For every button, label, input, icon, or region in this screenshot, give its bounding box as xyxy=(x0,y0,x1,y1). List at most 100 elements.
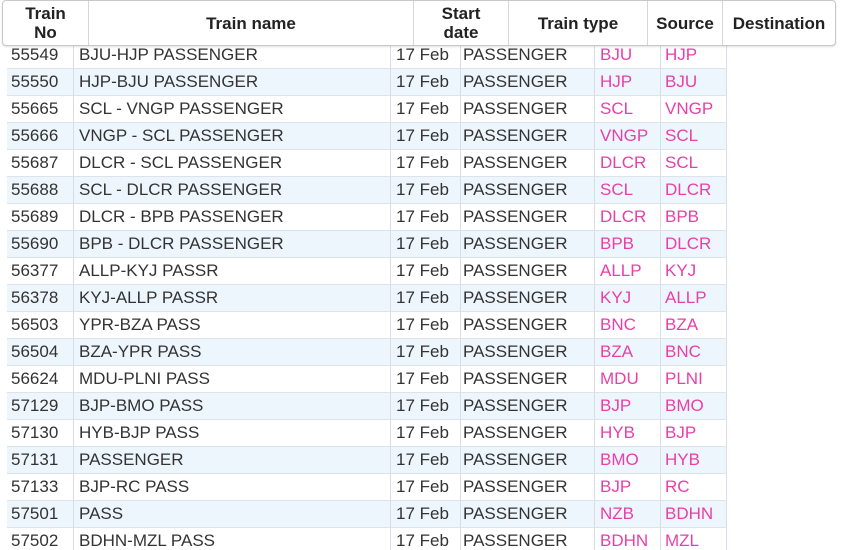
source-station-link[interactable]: SCL xyxy=(594,177,660,203)
train-name-cell: DLCR - BPB PASSENGER xyxy=(73,204,390,230)
destination-station-link[interactable]: DLCR xyxy=(660,231,727,257)
source-station-link[interactable]: BPB xyxy=(594,231,660,257)
destination-station-link[interactable]: BZA xyxy=(660,312,727,338)
column-header-train-name[interactable]: Train name xyxy=(89,1,414,45)
column-header-start-date-line2: date xyxy=(443,23,479,42)
train-no-cell: 55549 xyxy=(11,45,59,64)
table-row[interactable]: 57133 BJP-RC PASS 17 Feb PASSENGER BJP RC xyxy=(7,474,727,501)
source-station-link[interactable]: BDHN xyxy=(594,528,660,550)
train-name-cell: YPR-BZA PASS xyxy=(73,312,390,338)
source-station-link[interactable]: VNGP xyxy=(594,123,660,149)
column-header-destination[interactable]: Destination xyxy=(732,13,826,33)
table-row[interactable]: 56504 BZA-YPR PASS 17 Feb PASSENGER BZA BNC xyxy=(7,339,727,366)
source-station-link[interactable]: MDU xyxy=(594,366,660,392)
train-no-cell: 55550 xyxy=(11,72,59,91)
train-no-cell: 57129 xyxy=(11,396,59,415)
destination-station-link[interactable]: BMO xyxy=(660,393,727,419)
train-type-cell: PASSENGER xyxy=(460,420,594,446)
source-station-link[interactable]: KYJ xyxy=(594,285,660,311)
start-date-cell: 17 Feb xyxy=(390,501,460,527)
source-station-link[interactable]: DLCR xyxy=(594,150,660,176)
column-header-train-no[interactable]: Train No xyxy=(3,1,89,45)
destination-station-link[interactable]: HYB xyxy=(660,447,727,473)
start-date-cell: 17 Feb xyxy=(390,231,460,257)
start-date-cell: 17 Feb xyxy=(390,366,460,392)
source-station-link[interactable]: BZA xyxy=(594,339,660,365)
source-station-link[interactable]: BJU xyxy=(594,42,660,68)
destination-station-link[interactable]: BJP xyxy=(660,420,727,446)
source-station-link[interactable]: NZB xyxy=(594,501,660,527)
source-station-link[interactable]: BMO xyxy=(594,447,660,473)
train-type-cell: PASSENGER xyxy=(460,285,594,311)
train-type-cell: PASSENGER xyxy=(460,447,594,473)
source-station-link[interactable]: DLCR xyxy=(594,204,660,230)
table-row[interactable]: 57130 HYB-BJP PASS 17 Feb PASSENGER HYB BJP xyxy=(7,420,727,447)
start-date-cell: 17 Feb xyxy=(390,474,460,500)
destination-station-link[interactable]: BPB xyxy=(660,204,727,230)
train-no-cell: 57133 xyxy=(11,477,59,496)
source-station-link[interactable]: HYB xyxy=(594,420,660,446)
start-date-cell: 17 Feb xyxy=(390,96,460,122)
train-type-cell: PASSENGER xyxy=(460,96,594,122)
destination-station-link[interactable]: BJU xyxy=(660,69,727,95)
column-header-train-no-line1: Train xyxy=(25,4,66,23)
train-no-cell: 56378 xyxy=(11,288,59,307)
start-date-cell: 17 Feb xyxy=(390,258,460,284)
source-station-link[interactable]: ALLP xyxy=(594,258,660,284)
train-no-cell: 55666 xyxy=(11,126,59,145)
source-station-link[interactable]: BJP xyxy=(594,393,660,419)
table-row[interactable]: 56624 MDU-PLNI PASS 17 Feb PASSENGER MDU PLNI xyxy=(7,366,727,393)
train-type-cell: PASSENGER xyxy=(460,528,594,550)
destination-station-link[interactable]: SCL xyxy=(660,150,727,176)
train-no-cell: 57501 xyxy=(11,504,59,523)
table-row[interactable]: 57502 BDHN-MZL PASS 17 Feb PASSENGER BDHN MZL xyxy=(7,528,727,550)
train-type-cell: PASSENGER xyxy=(460,204,594,230)
column-header-train-no-line2: No xyxy=(34,23,57,42)
train-name-cell: BJP-BMO PASS xyxy=(73,393,390,419)
train-type-cell: PASSENGER xyxy=(460,312,594,338)
start-date-cell: 17 Feb xyxy=(390,339,460,365)
start-date-cell: 17 Feb xyxy=(390,393,460,419)
table-row[interactable]: 56377 ALLP-KYJ PASSR 17 Feb PASSENGER ALLP KY… xyxy=(7,258,727,285)
start-date-cell: 17 Feb xyxy=(390,123,460,149)
table-row[interactable]: 55665 SCL - VNGP PASSENGER 17 Feb PASSENGER… xyxy=(7,96,727,123)
column-header-start-date[interactable]: Start date xyxy=(414,1,509,45)
source-station-link[interactable]: BNC xyxy=(594,312,660,338)
destination-station-link[interactable]: RC xyxy=(660,474,727,500)
train-type-cell: PASSENGER xyxy=(460,69,594,95)
table-row[interactable]: 56503 YPR-BZA PASS 17 Feb PASSENGER BNC BZA xyxy=(7,312,727,339)
train-type-cell: PASSENGER xyxy=(460,393,594,419)
start-date-cell: 17 Feb xyxy=(390,528,460,550)
train-no-cell: 56377 xyxy=(11,261,59,280)
destination-station-link[interactable]: HJP xyxy=(660,42,727,68)
destination-station-link[interactable]: PLNI xyxy=(660,366,727,392)
train-type-cell: PASSENGER xyxy=(460,501,594,527)
destination-station-link[interactable]: VNGP xyxy=(660,96,727,122)
source-station-link[interactable]: HJP xyxy=(594,69,660,95)
destination-station-link[interactable]: BNC xyxy=(660,339,727,365)
table-row[interactable]: 55687 DLCR - SCL PASSENGER 17 Feb PASSENGER… xyxy=(7,150,727,177)
train-name-cell: HJP-BJU PASSENGER xyxy=(73,69,390,95)
table-row[interactable]: 57501 PASS 17 Feb PASSENGER NZB BDHN xyxy=(7,501,727,528)
table-row[interactable]: 55690 BPB - DLCR PASSENGER 17 Feb PASSENGER… xyxy=(7,231,727,258)
column-header-source[interactable]: Source xyxy=(648,1,723,45)
destination-station-link[interactable]: KYJ xyxy=(660,258,727,284)
train-type-cell: PASSENGER xyxy=(460,474,594,500)
destination-station-link[interactable]: SCL xyxy=(660,123,727,149)
source-station-link[interactable]: SCL xyxy=(594,96,660,122)
table-row[interactable]: 55689 DLCR - BPB PASSENGER 17 Feb PASSENGER… xyxy=(7,204,727,231)
source-station-link[interactable]: BJP xyxy=(594,474,660,500)
destination-station-link[interactable]: BDHN xyxy=(660,501,727,527)
destination-station-link[interactable]: MZL xyxy=(660,528,727,550)
table-row[interactable]: 57131 PASSENGER 17 Feb PASSENGER BMO HYB xyxy=(7,447,727,474)
destination-station-link[interactable]: DLCR xyxy=(660,177,727,203)
column-header-train-type[interactable]: Train type xyxy=(509,1,648,45)
table-row[interactable]: 55550 HJP-BJU PASSENGER 17 Feb PASSENGER HJP… xyxy=(7,69,727,96)
table-row[interactable]: 55688 SCL - DLCR PASSENGER 17 Feb PASSENGER… xyxy=(7,177,727,204)
table-row[interactable]: 55549 BJU-HJP PASSENGER 17 Feb PASSENGER BJU… xyxy=(7,42,727,69)
table-row[interactable]: 57129 BJP-BMO PASS 17 Feb PASSENGER BJP BMO xyxy=(7,393,727,420)
table-row[interactable]: 56378 KYJ-ALLP PASSR 17 Feb PASSENGER KYJ ALL… xyxy=(7,285,727,312)
table-row[interactable]: 55666 VNGP - SCL PASSENGER 17 Feb PASSENGER… xyxy=(7,123,727,150)
destination-station-link[interactable]: ALLP xyxy=(660,285,727,311)
